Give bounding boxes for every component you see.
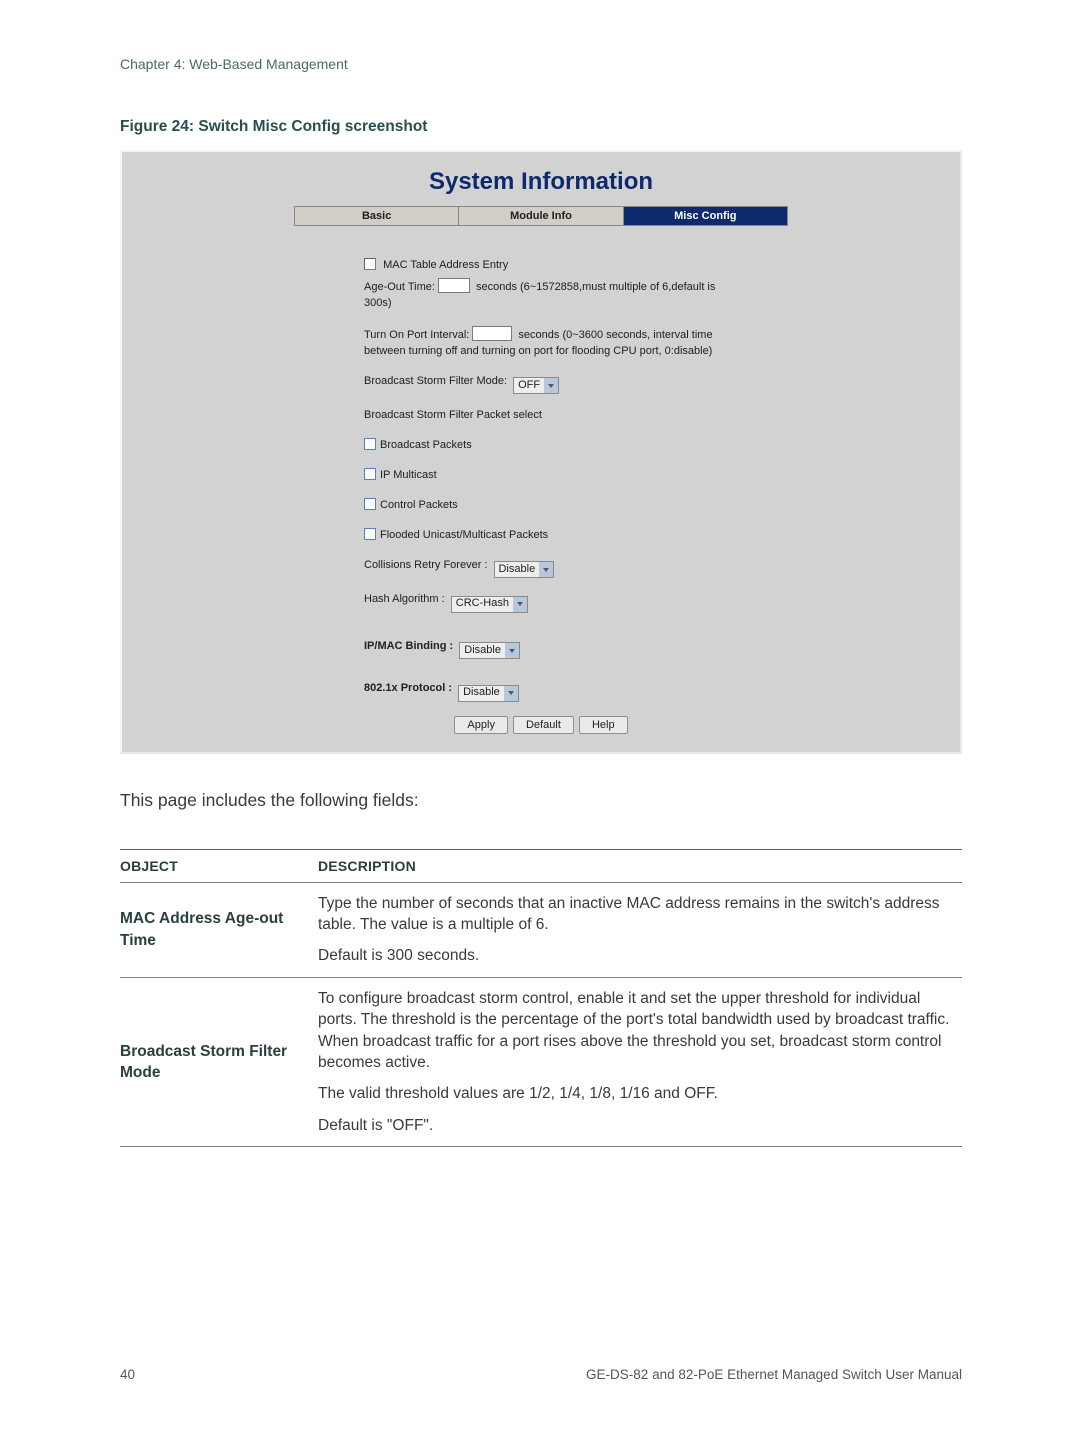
chevron-down-icon — [539, 562, 553, 577]
ipmac-select[interactable]: Disable — [459, 642, 520, 659]
screenshot-panel: System Information Basic Module Info Mis… — [120, 150, 962, 754]
age-out-input[interactable] — [438, 278, 470, 293]
collisions-label: Collisions Retry Forever : — [364, 559, 487, 571]
hash-select[interactable]: CRC-Hash — [451, 596, 528, 613]
description-cell: Type the number of seconds that an inact… — [318, 882, 962, 977]
desc-p: To configure broadcast storm control, en… — [318, 988, 958, 1074]
flooded-packets-label: Flooded Unicast/Multicast Packets — [380, 529, 548, 541]
control-packets-checkbox[interactable] — [364, 498, 376, 510]
collisions-select[interactable]: Disable — [494, 561, 555, 578]
storm-mode-value: OFF — [518, 378, 540, 394]
help-button[interactable]: Help — [579, 716, 628, 734]
storm-mode-select[interactable]: OFF — [513, 377, 559, 394]
ip-multicast-label: IP Multicast — [380, 469, 437, 481]
chevron-down-icon — [505, 643, 519, 658]
col-object: OBJECT — [120, 849, 318, 882]
desc-p: Default is "OFF". — [318, 1115, 958, 1136]
flooded-packets-checkbox[interactable] — [364, 528, 376, 540]
table-row: Broadcast Storm Filter Mode To configure… — [120, 977, 962, 1146]
desc-p: Type the number of seconds that an inact… — [318, 893, 958, 936]
storm-packet-label: Broadcast Storm Filter Packet select — [364, 408, 718, 424]
object-cell: MAC Address Age-out Time — [120, 882, 318, 977]
form-area: MAC Table Address Entry Age-Out Time: se… — [364, 258, 718, 734]
dot1x-label: 802.1x Protocol : — [364, 682, 452, 694]
storm-mode-label: Broadcast Storm Filter Mode: — [364, 375, 507, 387]
page-footer: 40 GE-DS-82 and 82-PoE Ethernet Managed … — [120, 1367, 962, 1382]
port-interval-input[interactable] — [472, 326, 512, 341]
col-description: DESCRIPTION — [318, 849, 962, 882]
chevron-down-icon — [544, 378, 558, 393]
default-button[interactable]: Default — [513, 716, 574, 734]
port-interval-label: Turn On Port Interval: — [364, 329, 469, 341]
mac-table-checkbox[interactable] — [364, 258, 376, 270]
mac-table-label: MAC Table Address Entry — [383, 259, 508, 271]
screenshot-title: System Information — [138, 168, 944, 196]
intro-text: This page includes the following fields: — [120, 790, 962, 811]
age-out-label: Age-Out Time: — [364, 281, 435, 293]
fields-table: OBJECT DESCRIPTION MAC Address Age-out T… — [120, 849, 962, 1147]
dot1x-select[interactable]: Disable — [458, 685, 519, 702]
figure-caption: Figure 24: Switch Misc Config screenshot — [120, 118, 962, 136]
ipmac-value: Disable — [464, 643, 501, 659]
hash-label: Hash Algorithm : — [364, 593, 445, 605]
manual-title: GE-DS-82 and 82-PoE Ethernet Managed Swi… — [586, 1367, 962, 1382]
chevron-down-icon — [504, 686, 518, 701]
object-cell: Broadcast Storm Filter Mode — [120, 977, 318, 1146]
collisions-value: Disable — [499, 562, 536, 578]
tab-bar: Basic Module Info Misc Config — [294, 206, 788, 226]
dot1x-value: Disable — [463, 685, 500, 701]
page-number: 40 — [120, 1367, 135, 1382]
hash-value: CRC-Hash — [456, 596, 509, 612]
table-row: MAC Address Age-out Time Type the number… — [120, 882, 962, 977]
desc-p: The valid threshold values are 1/2, 1/4,… — [318, 1083, 958, 1104]
tab-misc-config[interactable]: Misc Config — [624, 207, 787, 225]
broadcast-packets-label: Broadcast Packets — [380, 439, 472, 451]
chapter-header: Chapter 4: Web-Based Management — [120, 56, 962, 72]
tab-basic[interactable]: Basic — [295, 207, 459, 225]
desc-p: Default is 300 seconds. — [318, 945, 958, 966]
control-packets-label: Control Packets — [380, 499, 458, 511]
broadcast-packets-checkbox[interactable] — [364, 438, 376, 450]
chevron-down-icon — [513, 597, 527, 612]
tab-module-info[interactable]: Module Info — [459, 207, 623, 225]
ip-multicast-checkbox[interactable] — [364, 468, 376, 480]
description-cell: To configure broadcast storm control, en… — [318, 977, 962, 1146]
apply-button[interactable]: Apply — [454, 716, 508, 734]
ipmac-label: IP/MAC Binding : — [364, 640, 453, 652]
